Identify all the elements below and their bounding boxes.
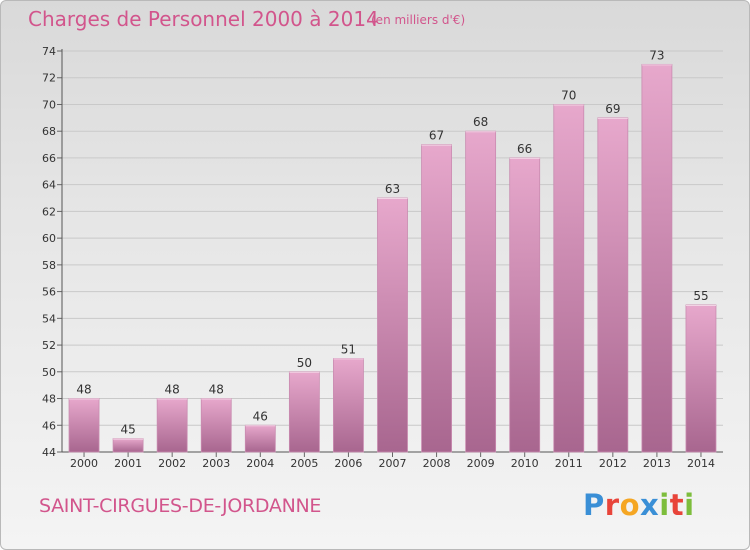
x-tick-label: 2005	[290, 457, 318, 470]
proxiti-logo[interactable]: Proxiti	[583, 488, 695, 522]
x-tick-label: 2012	[599, 457, 627, 470]
bar	[377, 197, 408, 453]
data-label: 48	[165, 383, 180, 397]
data-label: 63	[385, 182, 400, 196]
bar	[244, 424, 276, 453]
x-tick-label: 2004	[246, 457, 274, 470]
y-tick-label: 66	[42, 152, 56, 165]
bar	[465, 130, 497, 453]
y-tick-label: 44	[42, 446, 56, 459]
bar	[509, 157, 541, 453]
y-tick-label: 48	[42, 393, 56, 406]
data-label: 55	[693, 289, 708, 303]
bar	[333, 358, 364, 453]
bar	[597, 117, 629, 453]
y-tick-label: 70	[42, 98, 56, 111]
data-label: 73	[649, 48, 664, 62]
bar	[641, 63, 673, 453]
x-tick-label: 2010	[511, 457, 539, 470]
bars	[68, 63, 717, 453]
y-tick-label: 52	[42, 339, 56, 352]
x-tick-label: 2007	[379, 457, 407, 470]
x-tick-label: 2001	[114, 457, 142, 470]
y-tick-label: 74	[42, 45, 56, 58]
data-label: 67	[429, 129, 444, 143]
y-tick-label: 60	[42, 232, 56, 245]
chart-title: Charges de Personnel 2000 à 2014	[28, 7, 379, 31]
data-label: 48	[209, 383, 224, 397]
x-tick-label: 2002	[158, 457, 186, 470]
y-tick-label: 56	[42, 286, 56, 299]
chart-subtitle: (en milliers d'€)	[371, 13, 466, 27]
bar	[553, 104, 585, 453]
x-tick-label: 2014	[687, 457, 715, 470]
data-label: 48	[76, 383, 91, 397]
data-label: 68	[473, 115, 488, 129]
bar	[288, 371, 320, 453]
x-tick-label: 2009	[467, 457, 495, 470]
logo-letter: i	[659, 488, 670, 522]
x-tick-label: 2000	[70, 457, 98, 470]
y-tick-label: 46	[42, 419, 56, 432]
data-label: 70	[561, 88, 576, 102]
bar	[156, 398, 188, 453]
logo-letter: i	[684, 488, 695, 522]
y-tick-label: 64	[42, 179, 56, 192]
logo-letter: P	[583, 488, 605, 522]
x-tick-label: 2006	[334, 457, 362, 470]
data-label: 45	[120, 423, 135, 437]
data-label: 51	[341, 342, 356, 356]
y-tick-label: 54	[42, 312, 56, 325]
bar	[68, 398, 100, 453]
y-tick-label: 50	[42, 366, 56, 379]
data-label: 46	[253, 409, 268, 423]
data-label: 50	[297, 356, 312, 370]
x-tick-label: 2013	[643, 457, 671, 470]
logo-letter: o	[619, 488, 641, 522]
data-label: 69	[605, 102, 620, 116]
bar	[112, 438, 144, 453]
x-tick-label: 2003	[202, 457, 230, 470]
x-tick-label: 2008	[423, 457, 451, 470]
x-tick-label: 2011	[555, 457, 583, 470]
bar	[685, 304, 717, 453]
logo-letter: t	[669, 488, 685, 522]
y-tick-label: 58	[42, 259, 56, 272]
logo-letter: x	[640, 488, 660, 522]
labels: 48 2000 45 2001 48 2002 48 2003 46 2004 50 2005 51 20…	[70, 48, 715, 470]
bar	[200, 398, 232, 453]
logo-letter: r	[604, 488, 620, 522]
data-label: 66	[517, 142, 532, 156]
y-tick-label: 72	[42, 72, 56, 85]
bar	[421, 144, 452, 453]
y-tick-label: 68	[42, 125, 56, 138]
commune-name: SAINT-CIRGUES-DE-JORDANNE	[39, 495, 322, 517]
y-tick-label: 62	[42, 205, 56, 218]
